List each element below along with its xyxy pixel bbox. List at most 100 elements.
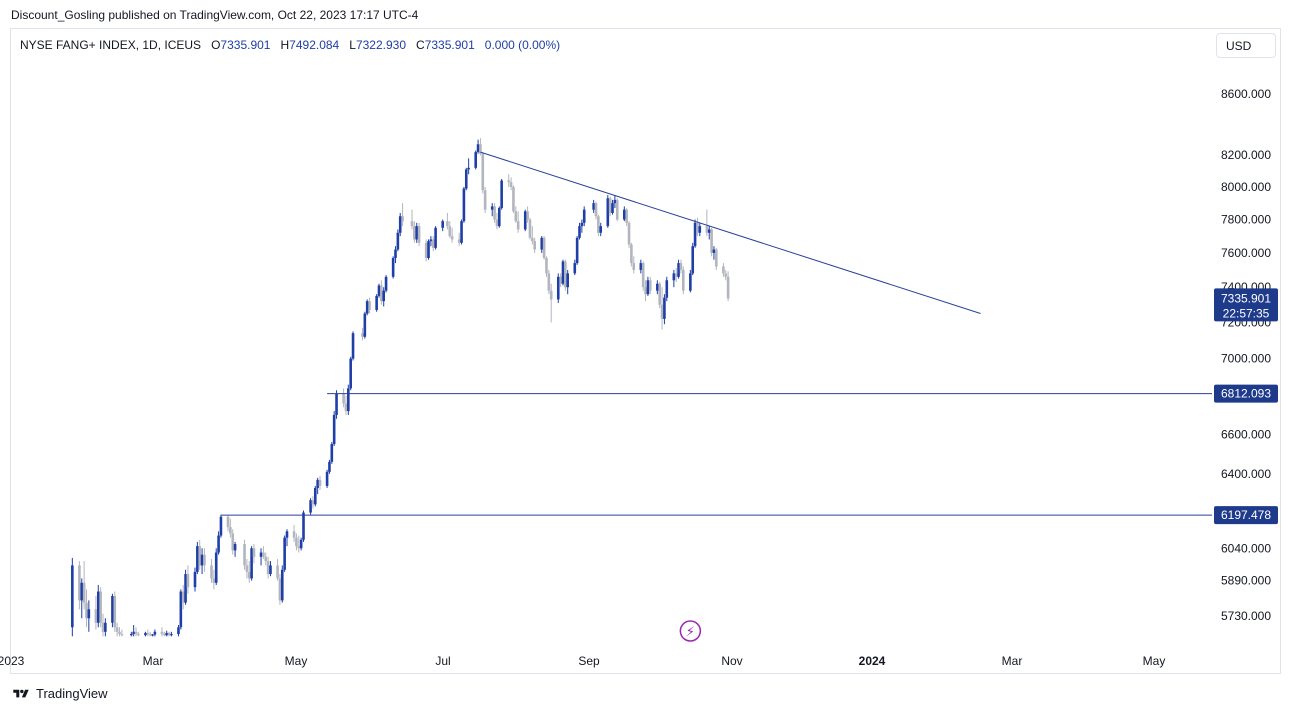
candle-body (597, 216, 600, 233)
candle-body (679, 263, 683, 270)
price-tick-label: 6400.000 (1221, 467, 1271, 481)
candle-body (85, 602, 88, 619)
candle (547, 269, 551, 295)
candle-body (134, 631, 138, 635)
candle-body (252, 548, 256, 557)
candle (427, 239, 430, 260)
candle (710, 227, 713, 257)
candle-body (424, 242, 428, 258)
currency-button[interactable]: USD (1216, 33, 1276, 58)
candle-body (160, 631, 164, 635)
candle-body (167, 632, 171, 636)
candle-body (627, 222, 631, 245)
candle (130, 631, 133, 637)
candle (212, 569, 216, 590)
candle (365, 299, 369, 316)
candle-body (113, 595, 117, 628)
candle-body (101, 622, 105, 632)
candle-body (415, 226, 419, 240)
candle-body (163, 634, 166, 636)
candle (113, 591, 117, 632)
candle (219, 514, 223, 538)
candle-body (413, 226, 416, 240)
candle-body (450, 236, 454, 240)
candle-body (299, 539, 303, 549)
price-axis[interactable]: 8600.000 8200.000 8000.000 7800.000 7600.000… (1214, 87, 1278, 623)
candle-body (500, 180, 503, 209)
candle-body (203, 554, 206, 566)
candle (368, 297, 371, 314)
symbol-name: NYSE FANG+ INDEX, 1D, ICEUS (20, 38, 202, 52)
candle (134, 627, 138, 637)
candle (250, 546, 253, 581)
candle (243, 539, 246, 570)
candle-body (198, 546, 202, 566)
candle (226, 515, 230, 532)
candle-body (146, 632, 150, 635)
chart-frame[interactable] (10, 28, 1281, 674)
candle-body (214, 552, 218, 583)
candle-body (104, 622, 107, 632)
candle (691, 242, 695, 276)
candle-body (613, 199, 617, 204)
candle-body (545, 257, 548, 274)
time-tick-label: May (285, 654, 308, 668)
candle-body (78, 565, 81, 601)
candle (509, 177, 513, 191)
candle (490, 203, 494, 217)
candle-body (641, 263, 645, 288)
event-marker[interactable]: ⚡ (679, 620, 702, 642)
open-label: O (211, 38, 221, 52)
candle (318, 475, 322, 491)
candle (531, 226, 534, 245)
open-value: 7335.901 (220, 38, 271, 52)
candle (696, 217, 699, 237)
publish-header: Discount_Gosling published on TradingVie… (11, 8, 419, 22)
candle (325, 469, 329, 488)
candle-body (184, 574, 187, 603)
candle (351, 331, 355, 361)
candle-body (332, 414, 336, 445)
candle (573, 259, 577, 276)
candle-body (398, 216, 402, 233)
candle (526, 206, 529, 223)
candle-body (380, 285, 383, 302)
level-label-bg (1214, 384, 1278, 403)
candle (160, 627, 164, 637)
time-axis[interactable]: 2023 Mar May Jul Sep Nov 2024 Mar May (0, 654, 1165, 668)
candle-body (707, 229, 711, 233)
candle (441, 219, 444, 232)
candle (153, 629, 157, 637)
candle-body (347, 388, 350, 412)
candle (559, 273, 562, 288)
trendline[interactable] (480, 151, 981, 315)
close-label: C (416, 38, 425, 52)
candle-body (441, 221, 444, 228)
candle-body (722, 266, 725, 274)
candle (144, 631, 147, 637)
candle-body (130, 634, 133, 636)
candle-body (677, 263, 680, 277)
candle (377, 283, 381, 298)
candle (606, 195, 610, 228)
candle (679, 259, 683, 274)
candle-body (302, 512, 305, 540)
candle (283, 535, 286, 572)
candle-body (561, 261, 565, 284)
candle (597, 214, 600, 237)
candle-body (210, 565, 213, 579)
candle-body (479, 144, 482, 154)
drawings-layer: 6812.093 6197.478 ⚡ (220, 151, 1278, 642)
candle (401, 203, 404, 227)
candle-body (111, 595, 114, 623)
candle-body (297, 546, 301, 549)
candle (514, 206, 518, 223)
candle-body (148, 634, 152, 636)
candle-body (344, 403, 348, 412)
candle-body (335, 393, 338, 415)
price-tick-label: 7600.000 (1221, 246, 1271, 260)
candle-body (94, 609, 98, 623)
candle (413, 221, 416, 243)
candle (302, 510, 305, 542)
